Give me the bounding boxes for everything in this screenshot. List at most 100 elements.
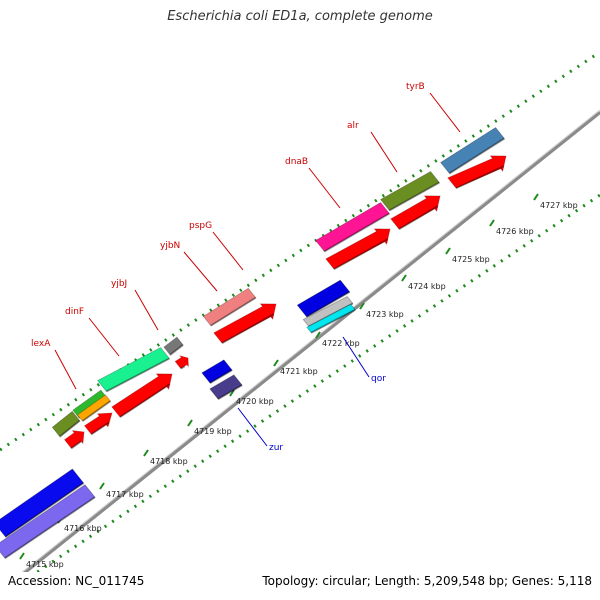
gene-block-yjbJ-small xyxy=(163,336,184,356)
gene-block-dinF-overlap xyxy=(76,394,112,422)
ruler-tick-mark xyxy=(143,449,149,457)
gene-leader-line xyxy=(134,289,159,331)
ruler-tick-label: 4727 kbp xyxy=(540,201,578,210)
ruler-tick-label: 4722 kbp xyxy=(322,339,360,348)
gene-block-reverse-3 xyxy=(296,279,351,318)
cds-arrow xyxy=(84,412,113,435)
ruler-tick-label: 4716 kbp xyxy=(64,524,102,533)
gene-block-reverse-1-shade xyxy=(5,482,85,538)
topology-text: Topology: circular; Length: 5,209,548 bp… xyxy=(262,574,592,588)
gene-block-dinF-overlap-shade xyxy=(81,400,112,422)
genome-backbone xyxy=(21,110,600,572)
ruler-tick-label: 4719 kbp xyxy=(194,427,232,436)
gene-block-zur-neighbor xyxy=(201,359,233,384)
cds-arrow xyxy=(447,155,507,189)
ruler-tick-mark xyxy=(445,247,451,255)
ruler-tick-mark xyxy=(489,219,495,227)
ruler-tick-mark xyxy=(229,389,235,397)
gene-block-tyrB-shade xyxy=(448,137,505,175)
gene-leader-line xyxy=(88,317,120,357)
ruler-tick-label: 4718 kbp xyxy=(150,457,188,466)
gene-block-dnaB xyxy=(314,201,391,253)
ruler-tick-mark xyxy=(273,359,279,367)
gene-block-reverse-2 xyxy=(0,484,96,559)
gene-block-yjbJ-small-shade xyxy=(169,344,184,356)
ruler-tick-label: 4725 kbp xyxy=(452,255,490,264)
cds-arrow-shade xyxy=(180,365,186,370)
map-title: Escherichia coli ED1a, complete genome xyxy=(167,9,433,24)
cds-arrow xyxy=(64,430,85,449)
cds-arrow xyxy=(213,303,277,344)
gene-block-lexA xyxy=(51,410,81,438)
cds-arrow-shade xyxy=(333,238,389,270)
gene-block-reverse-1 xyxy=(0,468,85,538)
ruler-tick-label: 4717 kbp xyxy=(106,490,144,499)
gene-block-alr-shade xyxy=(388,181,440,212)
ruler-tick-label: 4721 kbp xyxy=(280,367,318,376)
ruler-tick-mark xyxy=(315,331,321,339)
gene-block-zur xyxy=(209,374,243,400)
gene-leader-line xyxy=(212,231,244,271)
gene-block-dnaB-shade xyxy=(323,212,390,253)
gene-block-pspG xyxy=(202,287,257,327)
gene-label-pspG: pspG xyxy=(189,221,212,231)
gene-block-reverse-3-shade xyxy=(306,291,351,318)
gene-label-yjbN: yjbN xyxy=(160,241,180,251)
cds-arrow-shade xyxy=(221,313,275,344)
cds-arrow xyxy=(390,195,441,230)
ruler-tick-mark xyxy=(19,552,25,560)
gene-block-lexA-shade xyxy=(59,419,81,438)
gene-leader-line xyxy=(183,251,218,292)
forward-dotted-track xyxy=(0,50,600,452)
gene-block-tyrB xyxy=(440,126,505,175)
cds-arrow-shade xyxy=(70,440,82,450)
gene-label-yjbJ: yjbJ xyxy=(111,279,127,289)
ruler-tick-mark xyxy=(187,419,193,427)
ruler-tick-label: 4724 kbp xyxy=(408,282,446,291)
gene-label-dnaB: dnaB xyxy=(285,157,308,167)
gene-label-leaders: lexA dinF yjbJ yjbN pspG dnaB alr tyrB zur qor xyxy=(31,82,461,453)
gene-block-yjbJ xyxy=(96,346,171,393)
accession-text: Accession: NC_011745 xyxy=(8,574,145,588)
gene-block-qor xyxy=(306,303,356,334)
cds-arrow-shade xyxy=(90,421,110,436)
ruler-tick-mark xyxy=(359,302,365,310)
gene-block-reverse-2-shade xyxy=(4,496,96,560)
cds-arrow-shade xyxy=(119,383,171,418)
cds-arrow xyxy=(111,373,173,418)
ruler-tick-label: 4715 kbp xyxy=(26,560,64,569)
gene-leader-line xyxy=(237,407,268,447)
cds-arrow xyxy=(174,355,189,370)
gene-block-zur-neighbor-shade xyxy=(209,369,233,384)
gene-leader-line xyxy=(308,167,341,209)
cds-arrow-shade xyxy=(398,205,439,230)
gene-block-pspG-shade xyxy=(210,296,257,327)
ruler-ticks: 4715 kbp 4716 kbp 4717 kbp 4718 kbp 4719 kbp… xyxy=(19,193,578,569)
gene-block-reverse-4 xyxy=(302,295,354,328)
ruler-tick-mark xyxy=(533,193,539,201)
backbone-highlight xyxy=(21,109,600,572)
gene-block-yjbJ-shade xyxy=(105,357,170,393)
gene-block-zur-shade xyxy=(217,384,243,400)
gene-leader-line xyxy=(370,131,398,173)
ruler-tick-mark xyxy=(401,274,407,282)
gene-label-lexA: lexA xyxy=(31,339,51,349)
gene-features xyxy=(0,126,507,560)
ruler-tick-label: 4720 kbp xyxy=(236,397,274,406)
ruler-tick-label: 4726 kbp xyxy=(496,227,534,236)
gene-label-alr: alr xyxy=(347,121,359,131)
ruler-tick-mark xyxy=(99,482,105,490)
cds-arrow xyxy=(325,228,391,270)
gene-leader-line xyxy=(342,336,370,378)
gene-label-zur: zur xyxy=(269,443,283,453)
gene-label-tyrB: tyrB xyxy=(406,82,425,92)
gene-block-alr xyxy=(379,170,441,212)
cds-arrow-shade xyxy=(455,165,505,190)
gene-label-dinF: dinF xyxy=(65,307,84,317)
ruler-tick-label: 4723 kbp xyxy=(366,310,404,319)
reverse-dotted-track xyxy=(34,193,600,572)
gene-leader-line xyxy=(54,349,77,390)
gene-leader-line xyxy=(429,92,461,133)
